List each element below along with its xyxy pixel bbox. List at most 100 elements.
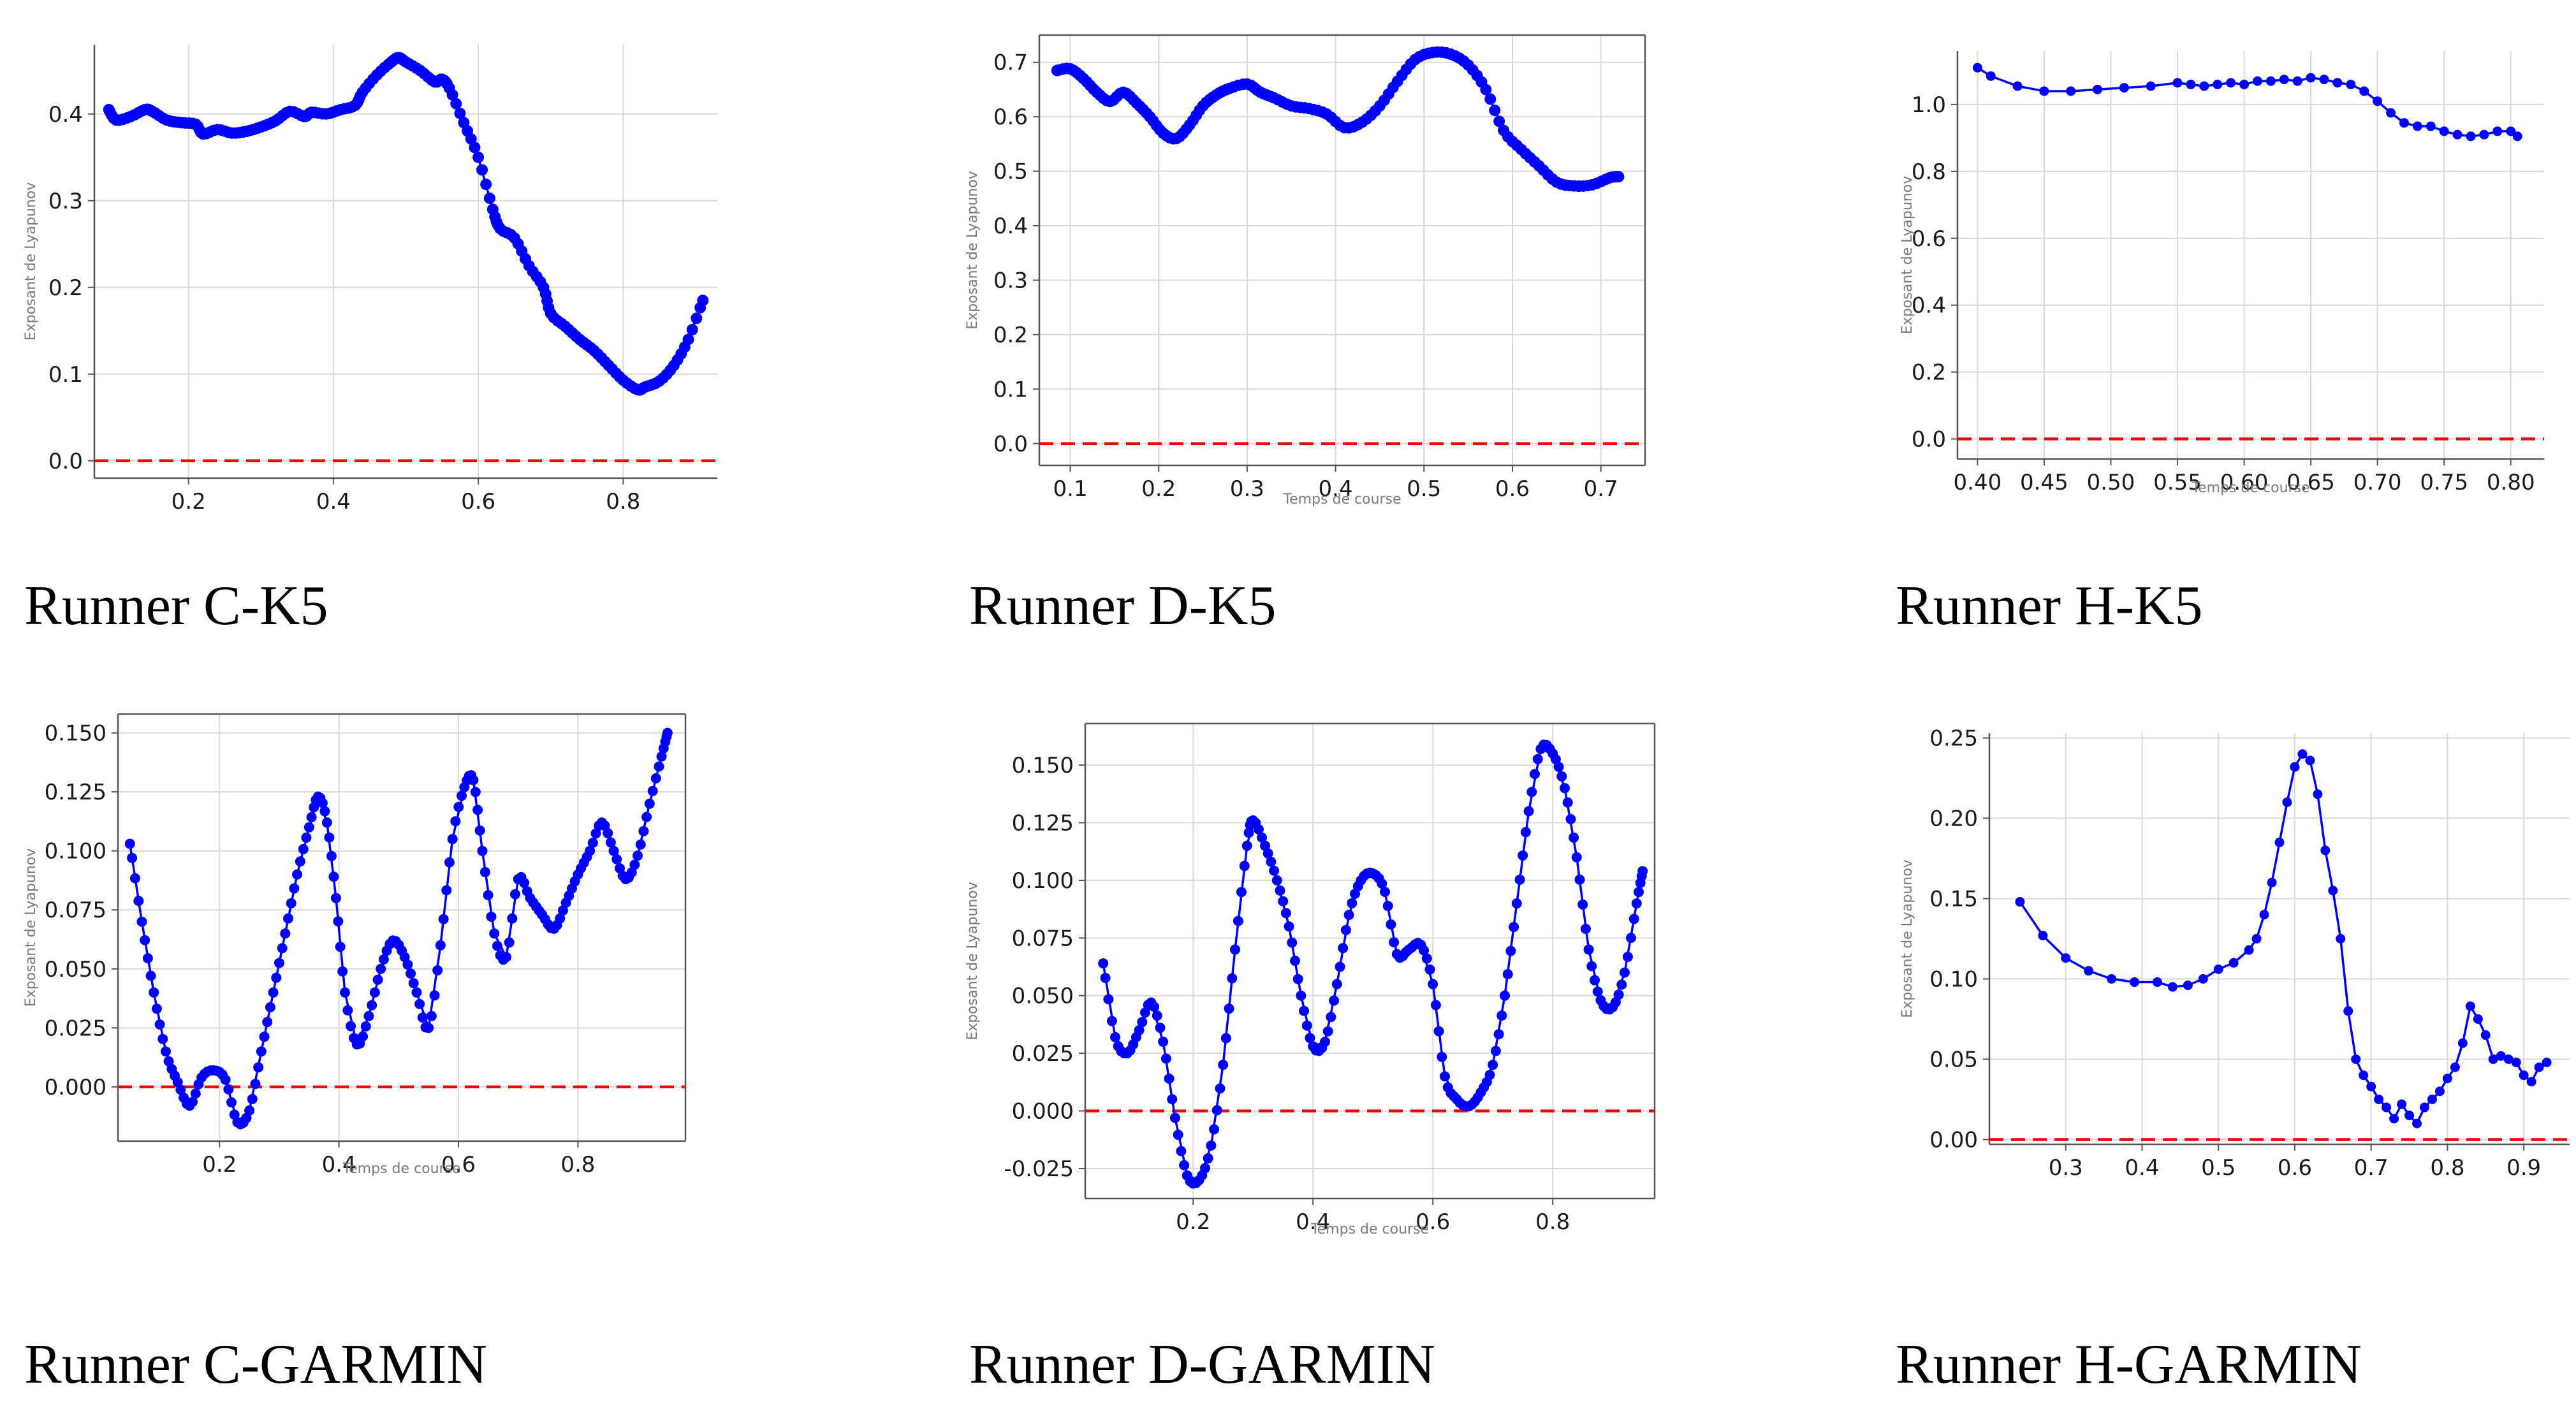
- data-point: [1505, 945, 1516, 956]
- data-point: [2336, 934, 2346, 944]
- data-point: [277, 943, 288, 954]
- data-point: [333, 916, 344, 927]
- caption-c-garmin: Runner C-GARMIN: [24, 1334, 487, 1396]
- x-tick-label: 0.8: [1535, 1209, 1570, 1235]
- data-point: [1489, 105, 1501, 117]
- data-point: [1569, 832, 1579, 843]
- data-point: [444, 857, 455, 868]
- x-tick-label: 0.4: [2125, 1155, 2159, 1181]
- data-point: [1500, 990, 1510, 1001]
- data-point: [483, 890, 494, 901]
- x-tick-label: 0.7: [2354, 1155, 2389, 1181]
- data-point: [1493, 1029, 1504, 1040]
- y-tick-label: 0.000: [1012, 1099, 1074, 1125]
- data-point: [1622, 951, 1633, 962]
- data-point: [1211, 1105, 1222, 1116]
- data-point: [372, 974, 383, 985]
- data-point: [1290, 956, 1300, 966]
- data-point: [1972, 62, 1982, 73]
- data-point: [446, 89, 458, 101]
- data-point: [2130, 977, 2139, 988]
- data-point: [476, 164, 488, 176]
- data-point: [1511, 898, 1522, 909]
- data-point: [1100, 973, 1111, 984]
- x-tick-label: 0.8: [560, 1152, 595, 1177]
- data-point: [605, 837, 616, 848]
- data-point: [2259, 910, 2269, 920]
- data-point: [2306, 73, 2316, 83]
- data-point: [1586, 961, 1597, 972]
- data-point: [1560, 783, 1570, 794]
- data-point: [1530, 769, 1540, 780]
- data-point: [2313, 789, 2323, 799]
- data-point: [1152, 1010, 1162, 1021]
- data-point: [1278, 896, 1289, 907]
- data-point: [1382, 901, 1393, 912]
- y-tick-label: 0.1: [48, 362, 83, 388]
- data-point: [1110, 1031, 1120, 1042]
- data-point: [2093, 84, 2103, 94]
- data-point: [608, 845, 619, 856]
- data-point: [358, 1031, 369, 1042]
- data-point: [1520, 827, 1531, 838]
- data-point: [2526, 1077, 2536, 1087]
- data-point: [644, 798, 655, 809]
- data-point: [274, 958, 284, 968]
- data-point: [151, 1003, 162, 1014]
- x-tick-label: 0.9: [2506, 1155, 2541, 1181]
- data-point: [2320, 845, 2331, 856]
- data-point: [2213, 964, 2223, 974]
- data-point: [1134, 1024, 1145, 1035]
- data-point: [650, 773, 661, 784]
- data-point: [328, 871, 339, 882]
- data-point: [2305, 755, 2315, 766]
- data-point: [402, 959, 413, 970]
- y-tick-label: 0.1: [993, 377, 1028, 402]
- y-tick-label: 0.05: [1929, 1047, 1978, 1072]
- data-point: [2374, 1094, 2384, 1104]
- data-point: [1260, 840, 1270, 851]
- data-point: [417, 1012, 428, 1023]
- y-tick-label: 0.2: [48, 275, 83, 301]
- data-point: [268, 987, 279, 998]
- data-point: [330, 893, 341, 903]
- data-point: [2061, 953, 2071, 963]
- data-point: [1280, 908, 1291, 919]
- x-tick-label: 0.6: [1495, 476, 1530, 502]
- data-point: [1305, 1033, 1315, 1044]
- data-point: [2015, 897, 2025, 907]
- series-line: [1102, 748, 1644, 1181]
- data-point: [1098, 958, 1109, 969]
- data-point: [1343, 910, 1354, 921]
- data-point: [133, 896, 144, 907]
- data-point: [2359, 86, 2369, 96]
- y-tick-label: 0.4: [48, 102, 83, 128]
- data-point: [2457, 1038, 2468, 1048]
- data-point: [1233, 915, 1243, 926]
- data-point: [342, 1005, 353, 1016]
- data-point: [432, 965, 443, 976]
- chart-c-k5: 0.2 0.4 0.6 0.8 0.0 0.1 0.2 0.3 0.4 Exposant de L…: [23, 45, 717, 514]
- data-point: [2450, 1062, 2460, 1072]
- data-point: [1497, 1010, 1507, 1021]
- data-point: [124, 838, 135, 849]
- data-point: [1484, 93, 1497, 105]
- data-point: [441, 885, 452, 896]
- x-axis-title: Temps de course: [2191, 480, 2309, 496]
- data-point: [2213, 79, 2223, 89]
- data-point: [2239, 79, 2250, 89]
- data-point: [1173, 1130, 1183, 1141]
- data-point: [2146, 81, 2156, 91]
- data-point: [1239, 861, 1250, 871]
- x-tick-label: 0.5: [2201, 1155, 2236, 1181]
- data-point: [414, 999, 425, 1010]
- data-point: [2292, 76, 2302, 86]
- data-point: [1329, 995, 1340, 1006]
- data-point: [2434, 1086, 2445, 1097]
- data-point: [470, 787, 481, 798]
- data-point: [1284, 921, 1294, 932]
- data-point: [2290, 762, 2300, 772]
- data-point: [2397, 1099, 2407, 1109]
- data-point: [486, 911, 497, 922]
- data-point: [450, 816, 461, 827]
